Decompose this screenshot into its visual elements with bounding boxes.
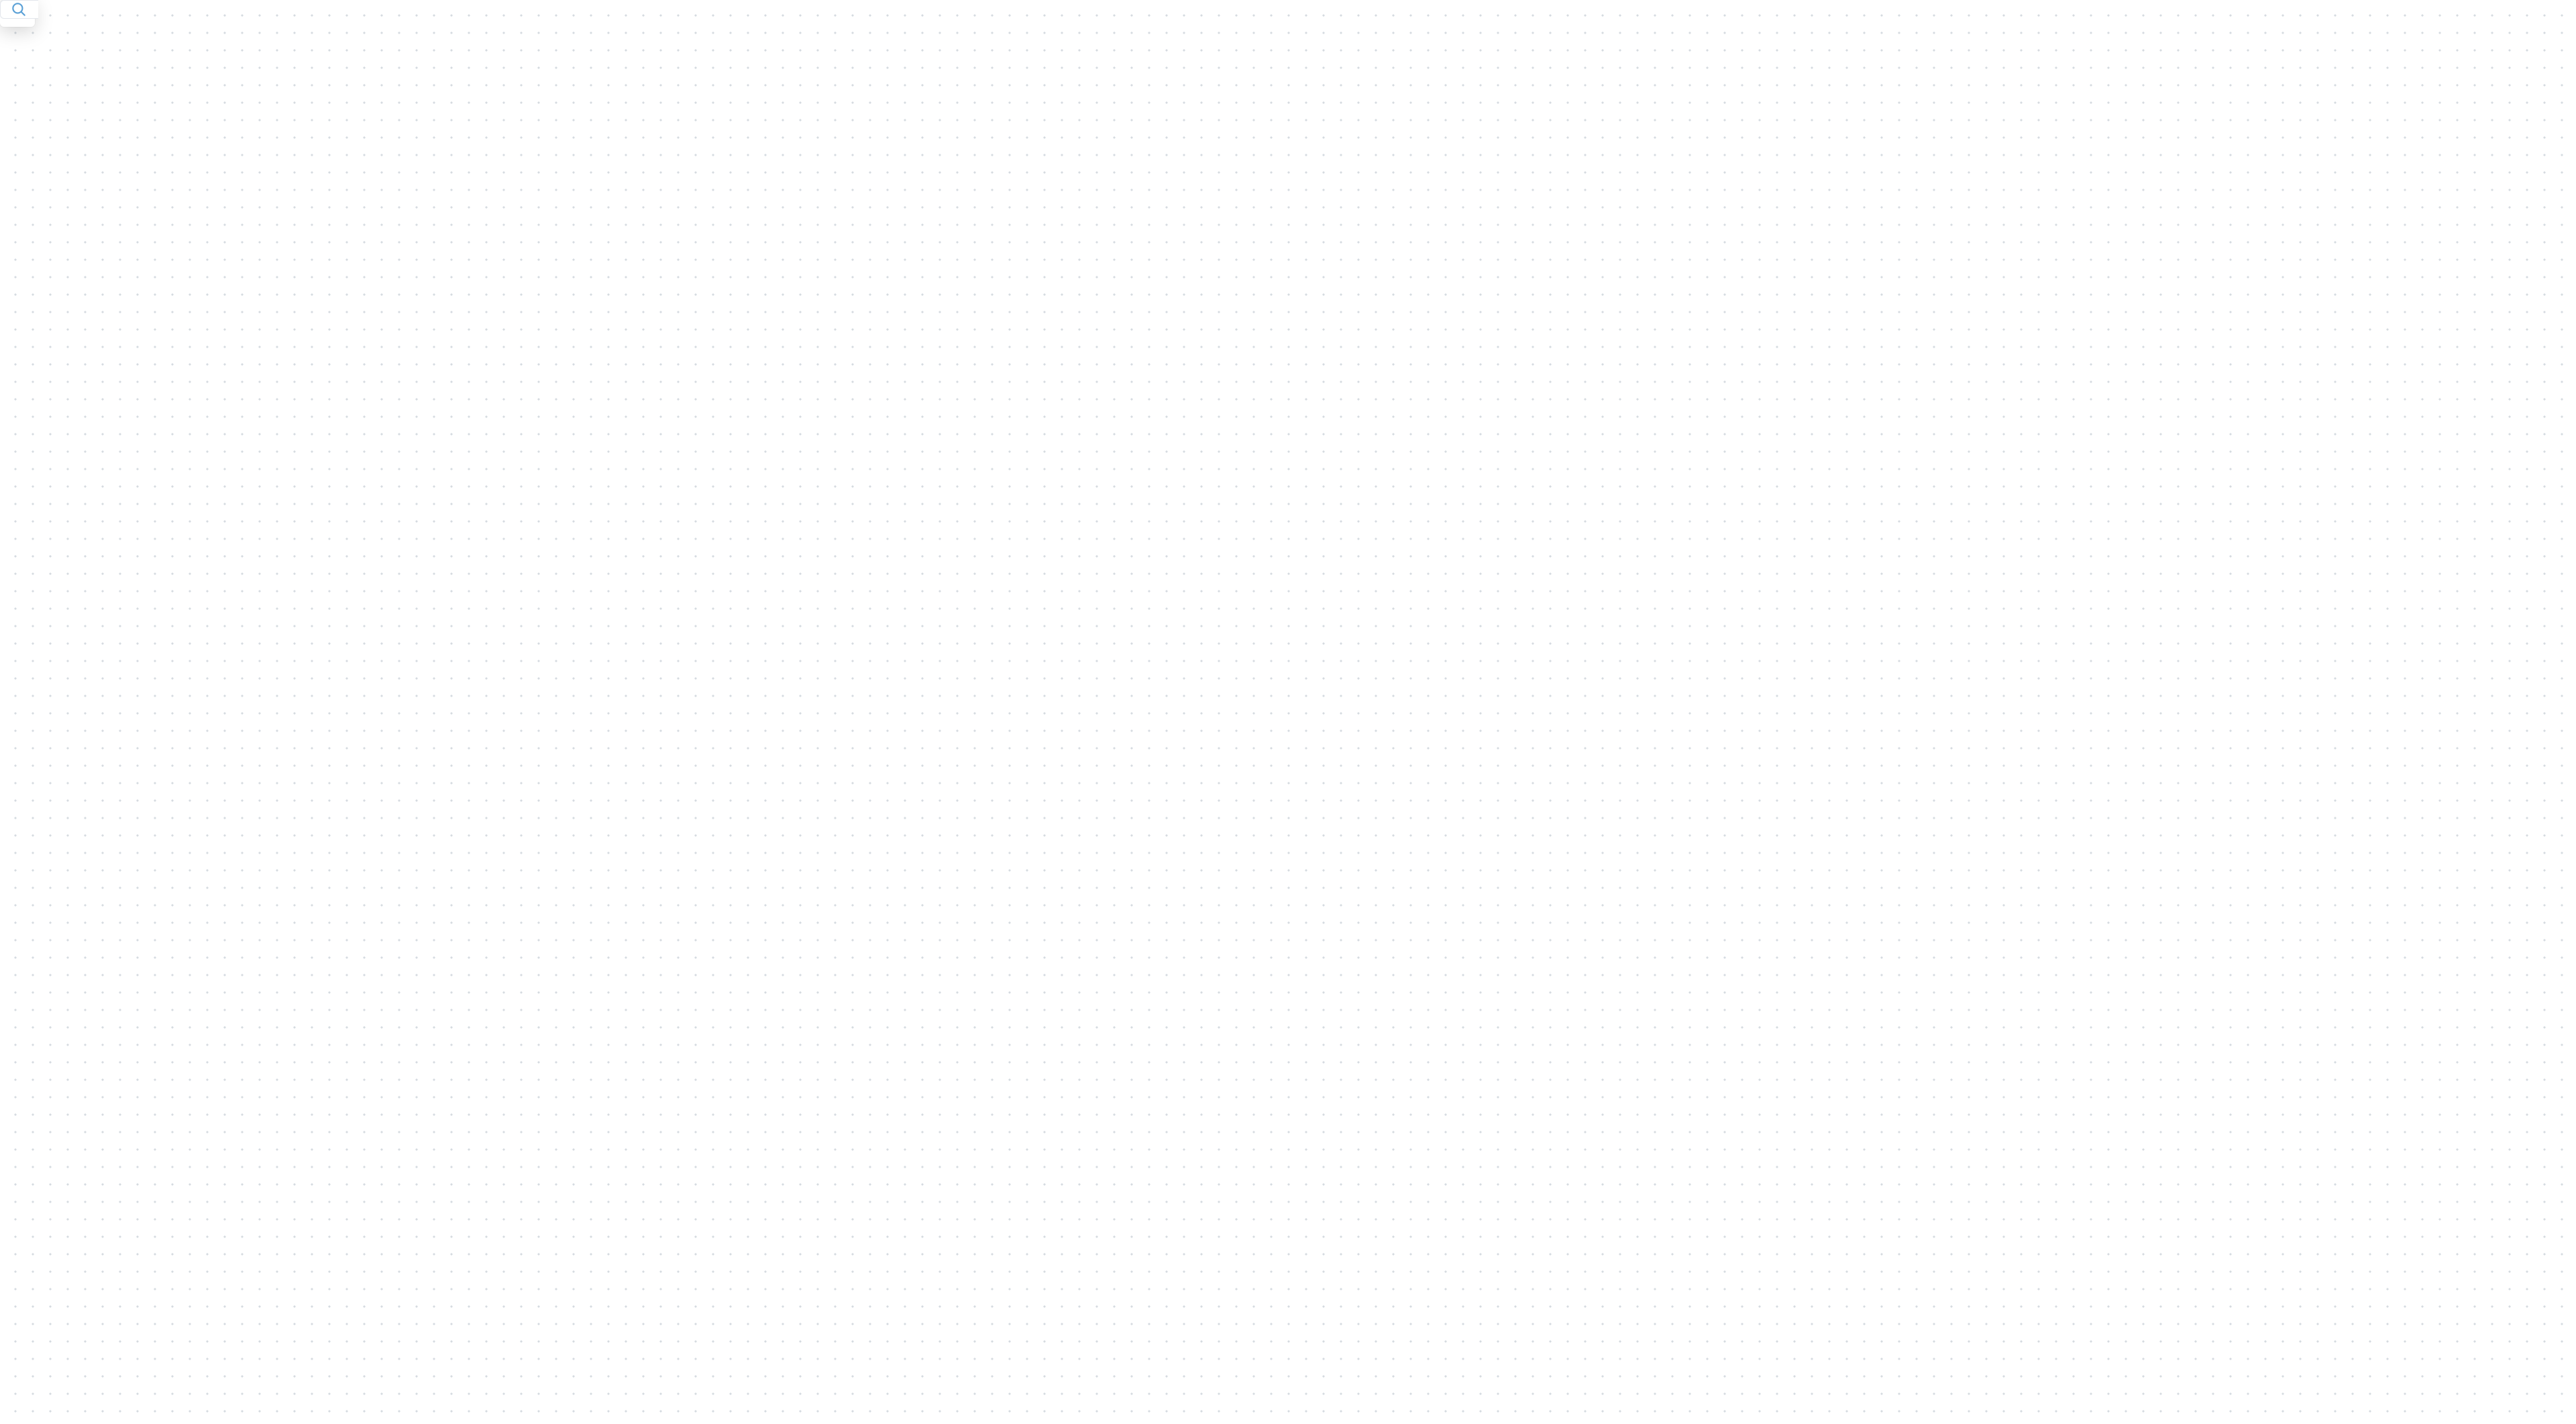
search-box[interactable]	[0, 0, 38, 19]
search-icon	[10, 1, 28, 18]
lineage-canvas[interactable]	[0, 0, 2576, 1424]
